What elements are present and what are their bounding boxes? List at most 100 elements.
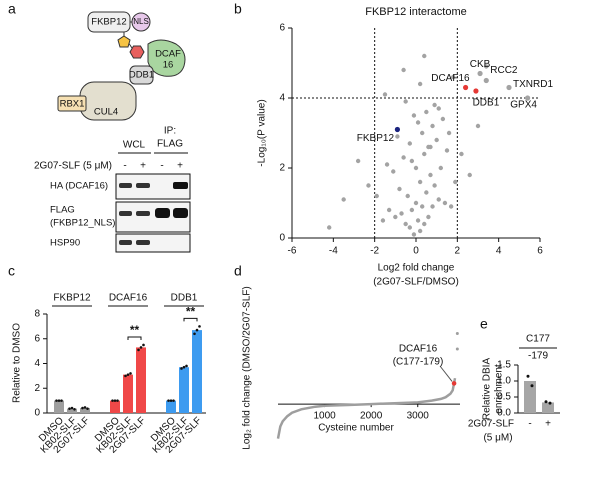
point: [415, 218, 421, 223]
replicate-dot: [142, 343, 145, 347]
replicate-dot: [180, 367, 183, 370]
replicate-dot: [124, 374, 127, 378]
point: [395, 134, 400, 139]
band: [136, 240, 150, 245]
y-tick-label: 6: [34, 333, 40, 344]
point: [444, 148, 450, 153]
replicate-dot: [60, 399, 63, 402]
chart-title: -179: [528, 351, 548, 362]
significance-bracket: [127, 336, 142, 340]
y-tick-label: 0: [279, 233, 285, 244]
point: [403, 221, 408, 227]
point: [417, 228, 423, 234]
highlight-point: [483, 77, 489, 84]
x-tick-label: 4: [496, 246, 502, 257]
highlight-point: [477, 70, 483, 77]
band: [173, 208, 188, 218]
point: [428, 144, 433, 150]
point: [366, 183, 371, 188]
point: [467, 172, 472, 178]
outlier-point: [455, 331, 459, 335]
blot-row-label: FLAG: [50, 205, 75, 216]
point: [374, 193, 379, 199]
point: [451, 74, 456, 80]
replicate-dot: [129, 372, 132, 375]
group-label: DCAF16: [109, 293, 148, 304]
x-axis-label: Cysteine number: [318, 423, 394, 434]
blot-row-label: HSP90: [50, 238, 80, 249]
highlight-point: [451, 381, 457, 386]
x-tick-label: -6: [288, 246, 297, 257]
significance-bracket: [183, 317, 198, 322]
y-tick-label: 0.5: [497, 392, 511, 403]
x-tick-label: 1000: [313, 411, 336, 422]
replicate-dot: [182, 365, 186, 369]
point: [426, 214, 431, 220]
point: [422, 221, 427, 227]
y-tick-label: 8: [34, 309, 40, 320]
point-label: CKB: [470, 59, 491, 70]
chart-title: C177: [526, 334, 550, 345]
replicate-dot: [126, 373, 130, 376]
point: [384, 162, 390, 167]
point: [391, 169, 396, 174]
x-tick-label: -2: [370, 246, 379, 257]
significance-label: **: [130, 323, 140, 337]
y-tick-label: 1.5: [497, 360, 511, 371]
ip-label: IP:: [164, 126, 176, 137]
point-label: TXNRD1: [513, 79, 553, 90]
point: [407, 141, 412, 146]
replicate-dot: [137, 348, 140, 352]
point: [411, 232, 417, 237]
point: [420, 204, 425, 209]
replicate-dot: [57, 399, 61, 402]
replicate-dot: [530, 384, 534, 388]
replicate-dot: [172, 399, 175, 402]
replicate-dot: [116, 399, 119, 402]
point: [432, 102, 437, 108]
point: [430, 123, 435, 129]
panel-label: e: [480, 316, 488, 332]
annotation: (C177-179): [393, 357, 444, 368]
y-axis-label: -Log₁₀(P value): [257, 99, 268, 166]
replicate-dot: [86, 407, 89, 410]
point: [436, 106, 441, 111]
replicate-dot: [81, 406, 84, 410]
node-label: 16: [163, 60, 174, 71]
blot-box: [115, 233, 191, 253]
point: [442, 200, 448, 206]
ligand-hexagon: [129, 45, 145, 59]
lane-label: +: [177, 161, 183, 172]
x-tick-label: -: [528, 419, 531, 430]
replicate-dot: [544, 400, 548, 404]
x-tick-label: 2000: [360, 411, 383, 422]
point: [448, 204, 454, 209]
nls-shape: [131, 12, 151, 32]
point: [409, 158, 415, 164]
point: [413, 165, 419, 171]
point: [424, 190, 429, 195]
node-label: DCAF: [155, 49, 181, 60]
dcaf16-shape: [147, 39, 186, 77]
point: [415, 120, 421, 125]
chart-title: FKBP12 interactome: [365, 6, 467, 18]
point: [428, 172, 433, 178]
bar: [179, 367, 189, 413]
y-tick-label: 4: [34, 358, 40, 369]
x-tick-label: +: [545, 419, 551, 430]
y-axis-label: enrichment: [494, 364, 505, 414]
x-tick-label: 0: [413, 246, 419, 257]
blot-row-label: HA (DCAF16): [50, 181, 108, 192]
replicate-dot: [68, 407, 71, 410]
point: [327, 225, 332, 230]
replicate-dot: [167, 399, 170, 402]
point: [386, 207, 392, 213]
node-label: CUL4: [94, 107, 118, 118]
replicate-dot: [193, 332, 196, 336]
point: [430, 204, 435, 209]
point-label: DDB1: [473, 98, 500, 109]
node-label: DDB1: [129, 70, 154, 81]
rank-curve: [276, 377, 457, 439]
panel-label: c: [8, 263, 15, 279]
bar: [166, 400, 176, 413]
